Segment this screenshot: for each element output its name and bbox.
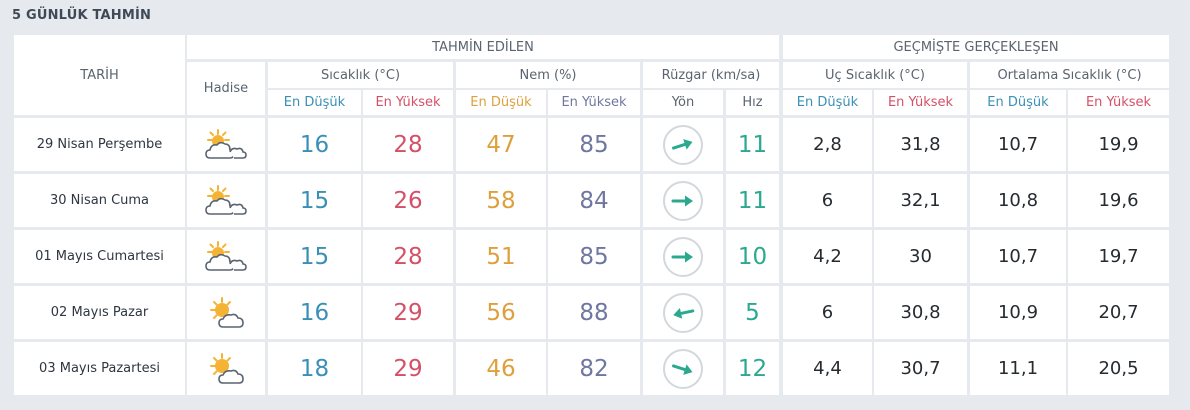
weather-cell [187,174,265,227]
wind-arrow-icon [663,236,703,277]
humidity-high: 88 [548,286,640,339]
average-temp-high: 20,7 [1068,286,1169,339]
subheader-avg-low: En Düşük [970,90,1066,115]
temp-high: 28 [363,118,453,171]
header-date: TARİH [14,35,185,115]
extreme-temp-low: 4,4 [783,342,872,395]
average-temp-low: 10,8 [970,174,1066,227]
weather-cell [187,118,265,171]
extreme-temp-high: 30 [874,230,967,283]
header-phenomenon: Hadise [187,62,265,115]
temp-high: 29 [363,342,453,395]
extreme-temp-high: 30,7 [874,342,967,395]
header-history: GEÇMİŞTE GERÇEKLEŞEN [783,35,1169,59]
row-date: 29 Nisan Perşembe [14,118,185,171]
average-temp-low: 11,1 [970,342,1066,395]
average-temp-high: 19,6 [1068,174,1169,227]
average-temp-low: 10,7 [970,230,1066,283]
wind-arrow-icon [663,348,703,389]
humidity-high: 82 [548,342,640,395]
row-date: 30 Nisan Cuma [14,174,185,227]
partly-cloudy-icon [204,184,248,218]
weather-cell [187,286,265,339]
temp-low: 18 [268,342,361,395]
extreme-temp-high: 32,1 [874,174,967,227]
extreme-temp-high: 30,8 [874,286,967,339]
humidity-low: 47 [456,118,546,171]
humidity-low: 51 [456,230,546,283]
wind-speed: 11 [726,174,779,227]
humidity-low: 46 [456,342,546,395]
average-temp-low: 10,7 [970,118,1066,171]
row-date: 01 Mayıs Cumartesi [14,230,185,283]
page-title: 5 GÜNLÜK TAHMİN [12,8,152,23]
temp-high: 29 [363,286,453,339]
humidity-high: 85 [548,118,640,171]
temp-low: 15 [268,174,361,227]
extreme-temp-high: 31,8 [874,118,967,171]
extreme-temp-low: 6 [783,174,872,227]
partly-cloudy-icon [204,128,248,162]
wind-speed: 12 [726,342,779,395]
subheader-hum-high: En Yüksek [548,90,640,115]
temp-low: 15 [268,230,361,283]
wind-arrow-icon [663,124,703,165]
subheader-wind-direction: Yön [643,90,723,115]
header-extreme-temp: Uç Sıcaklık (°C) [783,62,967,88]
weather-cell [187,230,265,283]
weather-cell [187,342,265,395]
wind-direction-cell [643,230,723,283]
extreme-temp-low: 6 [783,286,872,339]
sun-cloud-icon [206,296,246,330]
average-temp-high: 20,5 [1068,342,1169,395]
row-date: 03 Mayıs Pazartesi [14,342,185,395]
wind-direction-cell [643,118,723,171]
subheader-ext-high: En Yüksek [874,90,967,115]
wind-direction-cell [643,342,723,395]
wind-speed: 10 [726,230,779,283]
subheader-temp-high: En Yüksek [363,90,453,115]
temp-low: 16 [268,286,361,339]
humidity-high: 84 [548,174,640,227]
header-average-temp: Ortalama Sıcaklık (°C) [970,62,1169,88]
temp-high: 26 [363,174,453,227]
wind-direction-cell [643,174,723,227]
humidity-high: 85 [548,230,640,283]
sun-cloud-icon [206,352,246,386]
header-wind: Rüzgar (km/sa) [643,62,779,88]
wind-speed: 5 [726,286,779,339]
wind-arrow-icon [663,180,703,221]
wind-arrow-icon [663,292,703,333]
average-temp-low: 10,9 [970,286,1066,339]
humidity-low: 56 [456,286,546,339]
partly-cloudy-icon [204,240,248,274]
subheader-hum-low: En Düşük [456,90,546,115]
subheader-wind-speed: Hız [726,90,779,115]
subheader-temp-low: En Düşük [268,90,361,115]
extreme-temp-low: 4,2 [783,230,872,283]
average-temp-high: 19,7 [1068,230,1169,283]
row-date: 02 Mayıs Pazar [14,286,185,339]
header-humidity: Nem (%) [456,62,640,88]
subheader-avg-high: En Yüksek [1068,90,1169,115]
header-forecast: TAHMİN EDİLEN [187,35,779,59]
wind-direction-cell [643,286,723,339]
header-temperature: Sıcaklık (°C) [268,62,453,88]
humidity-low: 58 [456,174,546,227]
subheader-ext-low: En Düşük [783,90,872,115]
extreme-temp-low: 2,8 [783,118,872,171]
average-temp-high: 19,9 [1068,118,1169,171]
temp-low: 16 [268,118,361,171]
wind-speed: 11 [726,118,779,171]
temp-high: 28 [363,230,453,283]
